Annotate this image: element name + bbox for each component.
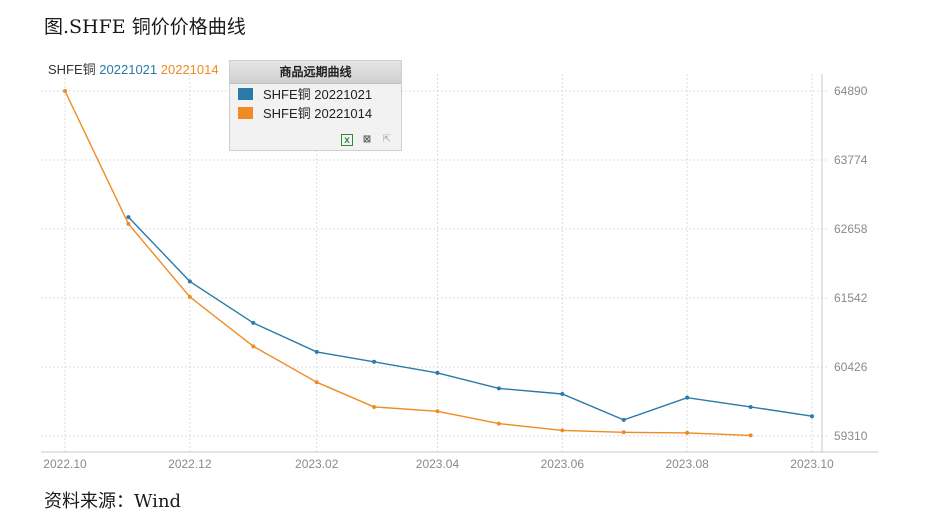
y-tick-label: 64890	[834, 84, 868, 98]
data-point-1	[187, 294, 192, 299]
data-point-1	[251, 344, 256, 349]
data-point-0	[748, 404, 753, 409]
data-point-1	[748, 433, 753, 438]
series-header-b: 20221014	[160, 62, 219, 77]
x-tick-label: 2023.04	[416, 457, 460, 471]
data-point-0	[126, 215, 131, 220]
series-line-1	[64, 90, 751, 437]
x-tick-label: 2023.06	[541, 457, 585, 471]
y-tick-label: 59310	[834, 429, 868, 443]
data-point-0	[372, 359, 377, 364]
series-header-base: SHFE铜	[48, 62, 96, 77]
legend-title[interactable]: 商品远期曲线	[230, 61, 401, 84]
series-header-a: 20221021	[99, 62, 158, 77]
legend-swatch-a	[238, 87, 253, 100]
data-point-0	[435, 370, 440, 375]
legend-swatch-b	[238, 106, 253, 119]
data-point-0	[187, 279, 192, 284]
data-point-0	[560, 391, 565, 396]
edit-icon[interactable]: ⊠	[362, 134, 372, 145]
data-point-0	[314, 349, 319, 354]
data-point-1	[126, 221, 131, 226]
data-point-1	[63, 89, 67, 93]
legend-panel[interactable]: 商品远期曲线 SHFE铜 20221021 SHFE铜 20221014 x ⊠…	[229, 60, 402, 151]
data-point-0	[621, 417, 626, 422]
data-point-0	[685, 395, 690, 400]
data-point-1	[560, 428, 565, 433]
x-tick-label: 2023.10	[790, 457, 834, 471]
y-tick-label: 62658	[834, 222, 868, 236]
series-line-0	[127, 216, 813, 421]
data-point-0	[810, 414, 814, 419]
x-tick-label: 2022.12	[168, 457, 212, 471]
source-note: 资料来源：Wind	[44, 491, 182, 512]
legend-label-b: SHFE铜 20221014	[263, 106, 373, 121]
series-header: SHFE铜 20221021 20221014	[48, 59, 219, 78]
legend-toolbar: x ⊠ ⇱	[341, 134, 393, 146]
legend-label-a: SHFE铜 20221021	[263, 87, 373, 102]
data-point-1	[435, 409, 440, 414]
legend-item-a[interactable]: SHFE铜 20221021	[230, 84, 401, 103]
data-point-0	[251, 320, 256, 325]
data-point-0	[496, 386, 501, 391]
x-tick-label: 2023.08	[665, 457, 709, 471]
data-point-1	[314, 380, 319, 385]
x-tick-label: 2023.02	[295, 457, 339, 471]
legend-item-b[interactable]: SHFE铜 20221014	[230, 103, 401, 122]
expand-icon[interactable]: ⇱	[382, 134, 392, 145]
y-tick-label: 61542	[834, 291, 868, 305]
figure-title: 图.SHFE 铜价价格曲线	[44, 16, 246, 38]
data-point-1	[496, 421, 501, 426]
data-point-1	[372, 404, 377, 409]
x-tick-label: 2022.10	[43, 457, 87, 471]
excel-export-icon[interactable]: x	[341, 134, 353, 146]
data-point-1	[685, 430, 690, 435]
data-point-1	[621, 430, 626, 435]
y-tick-label: 63774	[834, 153, 868, 167]
y-tick-label: 60426	[834, 360, 868, 374]
